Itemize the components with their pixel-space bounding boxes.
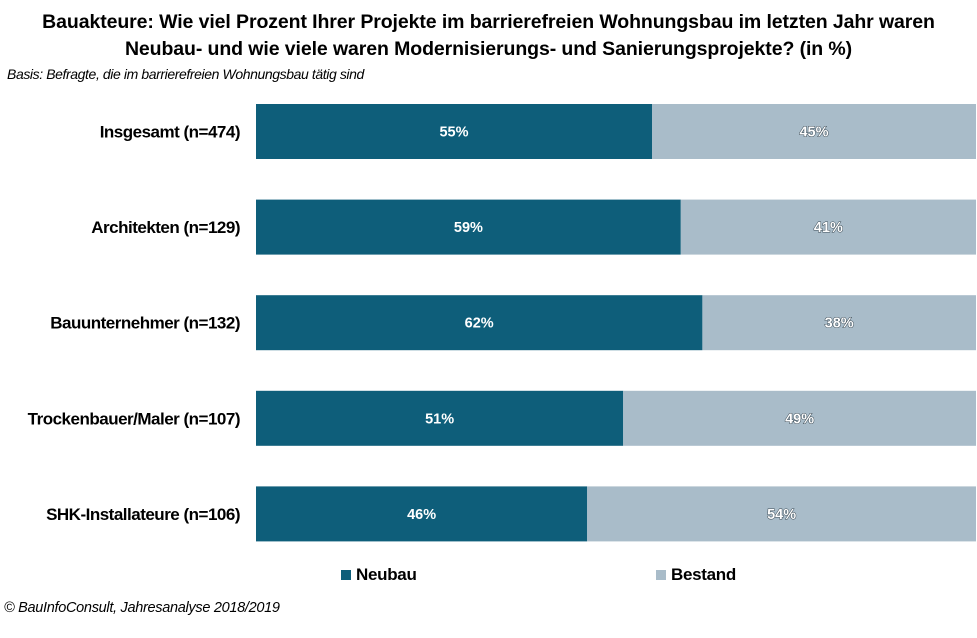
category-label: Architekten (n=129)	[91, 218, 240, 237]
data-label-bestand: 41%	[814, 220, 843, 236]
bar-segment-neubau	[256, 295, 703, 351]
data-label-neubau: 62%	[465, 316, 494, 332]
category-label: Insgesamt (n=474)	[100, 123, 240, 142]
data-label-bestand: 54%	[767, 507, 796, 523]
bar-segment-neubau	[256, 104, 652, 159]
chart-basis-note: Basis: Befragte, die im barrierefreien W…	[7, 66, 364, 82]
category-label: SHK-Installateure (n=106)	[46, 505, 240, 524]
data-label-bestand: 38%	[825, 316, 854, 332]
chart-title-line-1: Bauakteure: Wie viel Prozent Ihrer Proje…	[42, 11, 935, 33]
legend-swatch-bestand	[656, 570, 666, 580]
chart-title-line-2: Neubau- und wie viele waren Modernisieru…	[124, 38, 853, 60]
data-label-neubau: 59%	[454, 220, 483, 236]
bar-segment-bestand	[680, 199, 976, 255]
bar-segment-neubau	[256, 390, 624, 446]
data-label-bestand: 49%	[785, 411, 814, 427]
bar-segment-bestand	[702, 295, 976, 351]
legend-swatch-neubau	[341, 570, 351, 580]
category-label: Bauunternehmer (n=132)	[50, 314, 240, 333]
chart-legend: Neubau Bestand	[0, 565, 977, 587]
source-note: © BauInfoConsult, Jahresanalyse 2018/201…	[4, 600, 280, 616]
legend-item-bestand: Bestand	[656, 565, 736, 585]
data-label-bestand: 45%	[799, 125, 828, 141]
bar-segment-bestand	[587, 486, 976, 542]
data-label-neubau: 51%	[425, 411, 454, 427]
bar-segment-neubau	[256, 199, 681, 255]
data-label-neubau: 55%	[439, 125, 468, 141]
bar-segment-bestand	[652, 104, 976, 159]
legend-label-bestand: Bestand	[671, 565, 736, 584]
stacked-bar-chart: Insgesamt (n=474) 55% 45% Architekten (n=12…	[28, 104, 976, 542]
bar-segment-neubau	[256, 486, 588, 542]
category-label: Trockenbauer/Maler (n=107)	[28, 409, 240, 428]
bar-segment-bestand	[623, 390, 976, 446]
legend-label-neubau: Neubau	[356, 565, 417, 584]
data-label-neubau: 46%	[407, 507, 436, 523]
legend-item-neubau: Neubau	[341, 565, 417, 585]
chart-title: Bauakteure: Wie viel Prozent Ihrer Proje…	[0, 9, 977, 63]
